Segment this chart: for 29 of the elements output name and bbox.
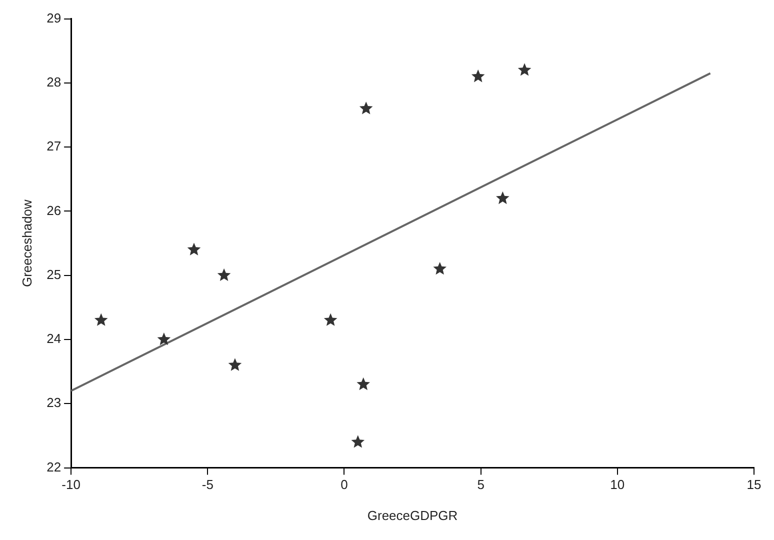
y-tick-label: 24 [46,331,62,346]
point [518,63,532,76]
point [157,332,171,346]
x-tick-label: 5 [477,477,484,492]
y-tick-label: 25 [46,266,62,282]
x-tick-label: 15 [746,477,762,492]
x-tick-label: 0 [340,477,348,492]
point [324,313,338,326]
x-tick-label: -5 [202,477,214,492]
point [228,358,242,371]
y-tick-label: 22 [46,459,62,474]
point [351,435,365,448]
point [356,377,370,390]
y-tick-label: 28 [46,74,62,90]
point [496,191,510,204]
y-tick-label: 27 [46,138,62,154]
point [433,262,447,275]
point [217,268,231,282]
y-tick-label: 26 [46,202,62,218]
x-tick-label: -10 [62,477,80,492]
point [359,102,373,114]
point [187,242,201,256]
x-tick-label: 10 [610,477,625,492]
y-tick-label: 23 [46,395,62,410]
y-axis-title: Greeceshadow [19,198,34,288]
point [94,313,108,326]
point [471,70,485,82]
y-tick-label: 29 [46,10,62,26]
x-axis-title: GreeceGDPGR [367,508,458,523]
